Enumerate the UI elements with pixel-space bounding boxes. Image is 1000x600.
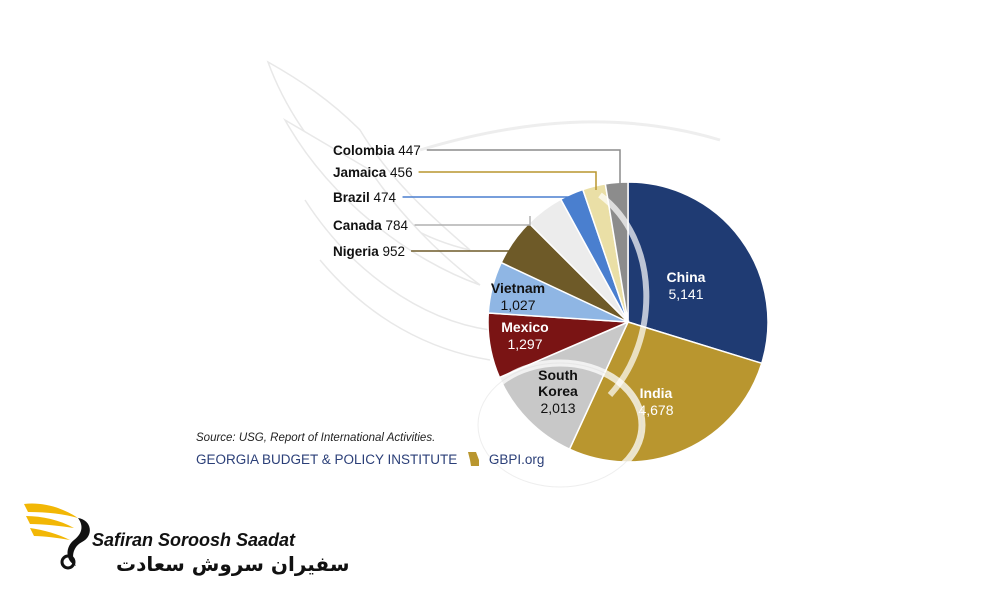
slice-label-value: 5,141 <box>668 286 703 302</box>
callout-label: Brazil 474 <box>333 190 397 205</box>
slice-label: South Korea 2,013 <box>538 367 578 416</box>
callout-name: Colombia <box>333 143 398 158</box>
callout-name: Jamaica <box>333 165 390 180</box>
watermark-wing <box>266 60 721 361</box>
callout-canada: Canada 784 <box>333 216 531 233</box>
slice-label-value: 1,297 <box>507 336 542 352</box>
callout-brazil: Brazil 474 <box>333 190 574 205</box>
callout-name: Canada <box>333 218 386 233</box>
slice-label-name: South <box>538 367 578 383</box>
georgia-state-icon <box>468 452 480 466</box>
callout-nigeria: Nigeria 952 <box>333 244 513 259</box>
organization-site: GBPI.org <box>488 452 545 467</box>
callout-value: 456 <box>390 165 413 180</box>
callout-label: Canada 784 <box>333 218 409 233</box>
brand-name-persian: سفیران سروش سعادت <box>116 552 350 576</box>
callout-label: Nigeria 952 <box>333 244 405 259</box>
callout-leader-line <box>418 171 597 190</box>
slice-label-name: Mexico <box>501 319 548 335</box>
callout-jamaica: Jamaica 456 <box>333 165 597 190</box>
slice-label-value: 2,013 <box>540 400 575 416</box>
callout-name: Brazil <box>333 190 374 205</box>
callout-leader-line <box>411 250 513 252</box>
callout-label: Jamaica 456 <box>333 165 413 180</box>
callout-value: 474 <box>374 190 397 205</box>
callout-colombia: Colombia 447 <box>333 143 621 185</box>
slice-label-value: 1,027 <box>500 297 535 313</box>
brand-watermark: Safiran Soroosh Saadat سفیران سروش سعادت <box>20 496 350 586</box>
pie-slice-china <box>627 181 769 365</box>
slice-label: Vietnam 1,027 <box>491 280 545 313</box>
organization-name: GEORGIA BUDGET & POLICY INSTITUTE <box>196 452 458 467</box>
slice-label-value: 4,678 <box>638 402 673 418</box>
slice-label-name: Vietnam <box>491 280 545 296</box>
brand-name-english: Safiran Soroosh Saadat <box>92 530 296 550</box>
callout-leader-line <box>426 149 621 185</box>
source-note: Source: USG, Report of International Act… <box>196 432 436 444</box>
callout-value: 952 <box>383 244 406 259</box>
slice-label: India 4,678 <box>638 385 673 418</box>
callout-leader-line <box>414 216 531 226</box>
slice-label: Mexico 1,297 <box>501 319 548 352</box>
organization-line: GEORGIA BUDGET & POLICY INSTITUTE GBPI.o… <box>196 451 544 467</box>
callout-value: 447 <box>398 143 421 158</box>
slice-label: China 5,141 <box>667 269 706 302</box>
slice-label-name: India <box>640 385 673 401</box>
slice-label-name: China <box>667 269 706 285</box>
slice-label-name: Korea <box>538 383 578 399</box>
callout-name: Nigeria <box>333 244 383 259</box>
callout-label: Colombia 447 <box>333 143 421 158</box>
callout-labels: Colombia 447 Jamaica 456 Brazil 474 Canada … <box>333 143 621 259</box>
bird-logo-icon <box>24 503 90 570</box>
callout-value: 784 <box>386 218 409 233</box>
